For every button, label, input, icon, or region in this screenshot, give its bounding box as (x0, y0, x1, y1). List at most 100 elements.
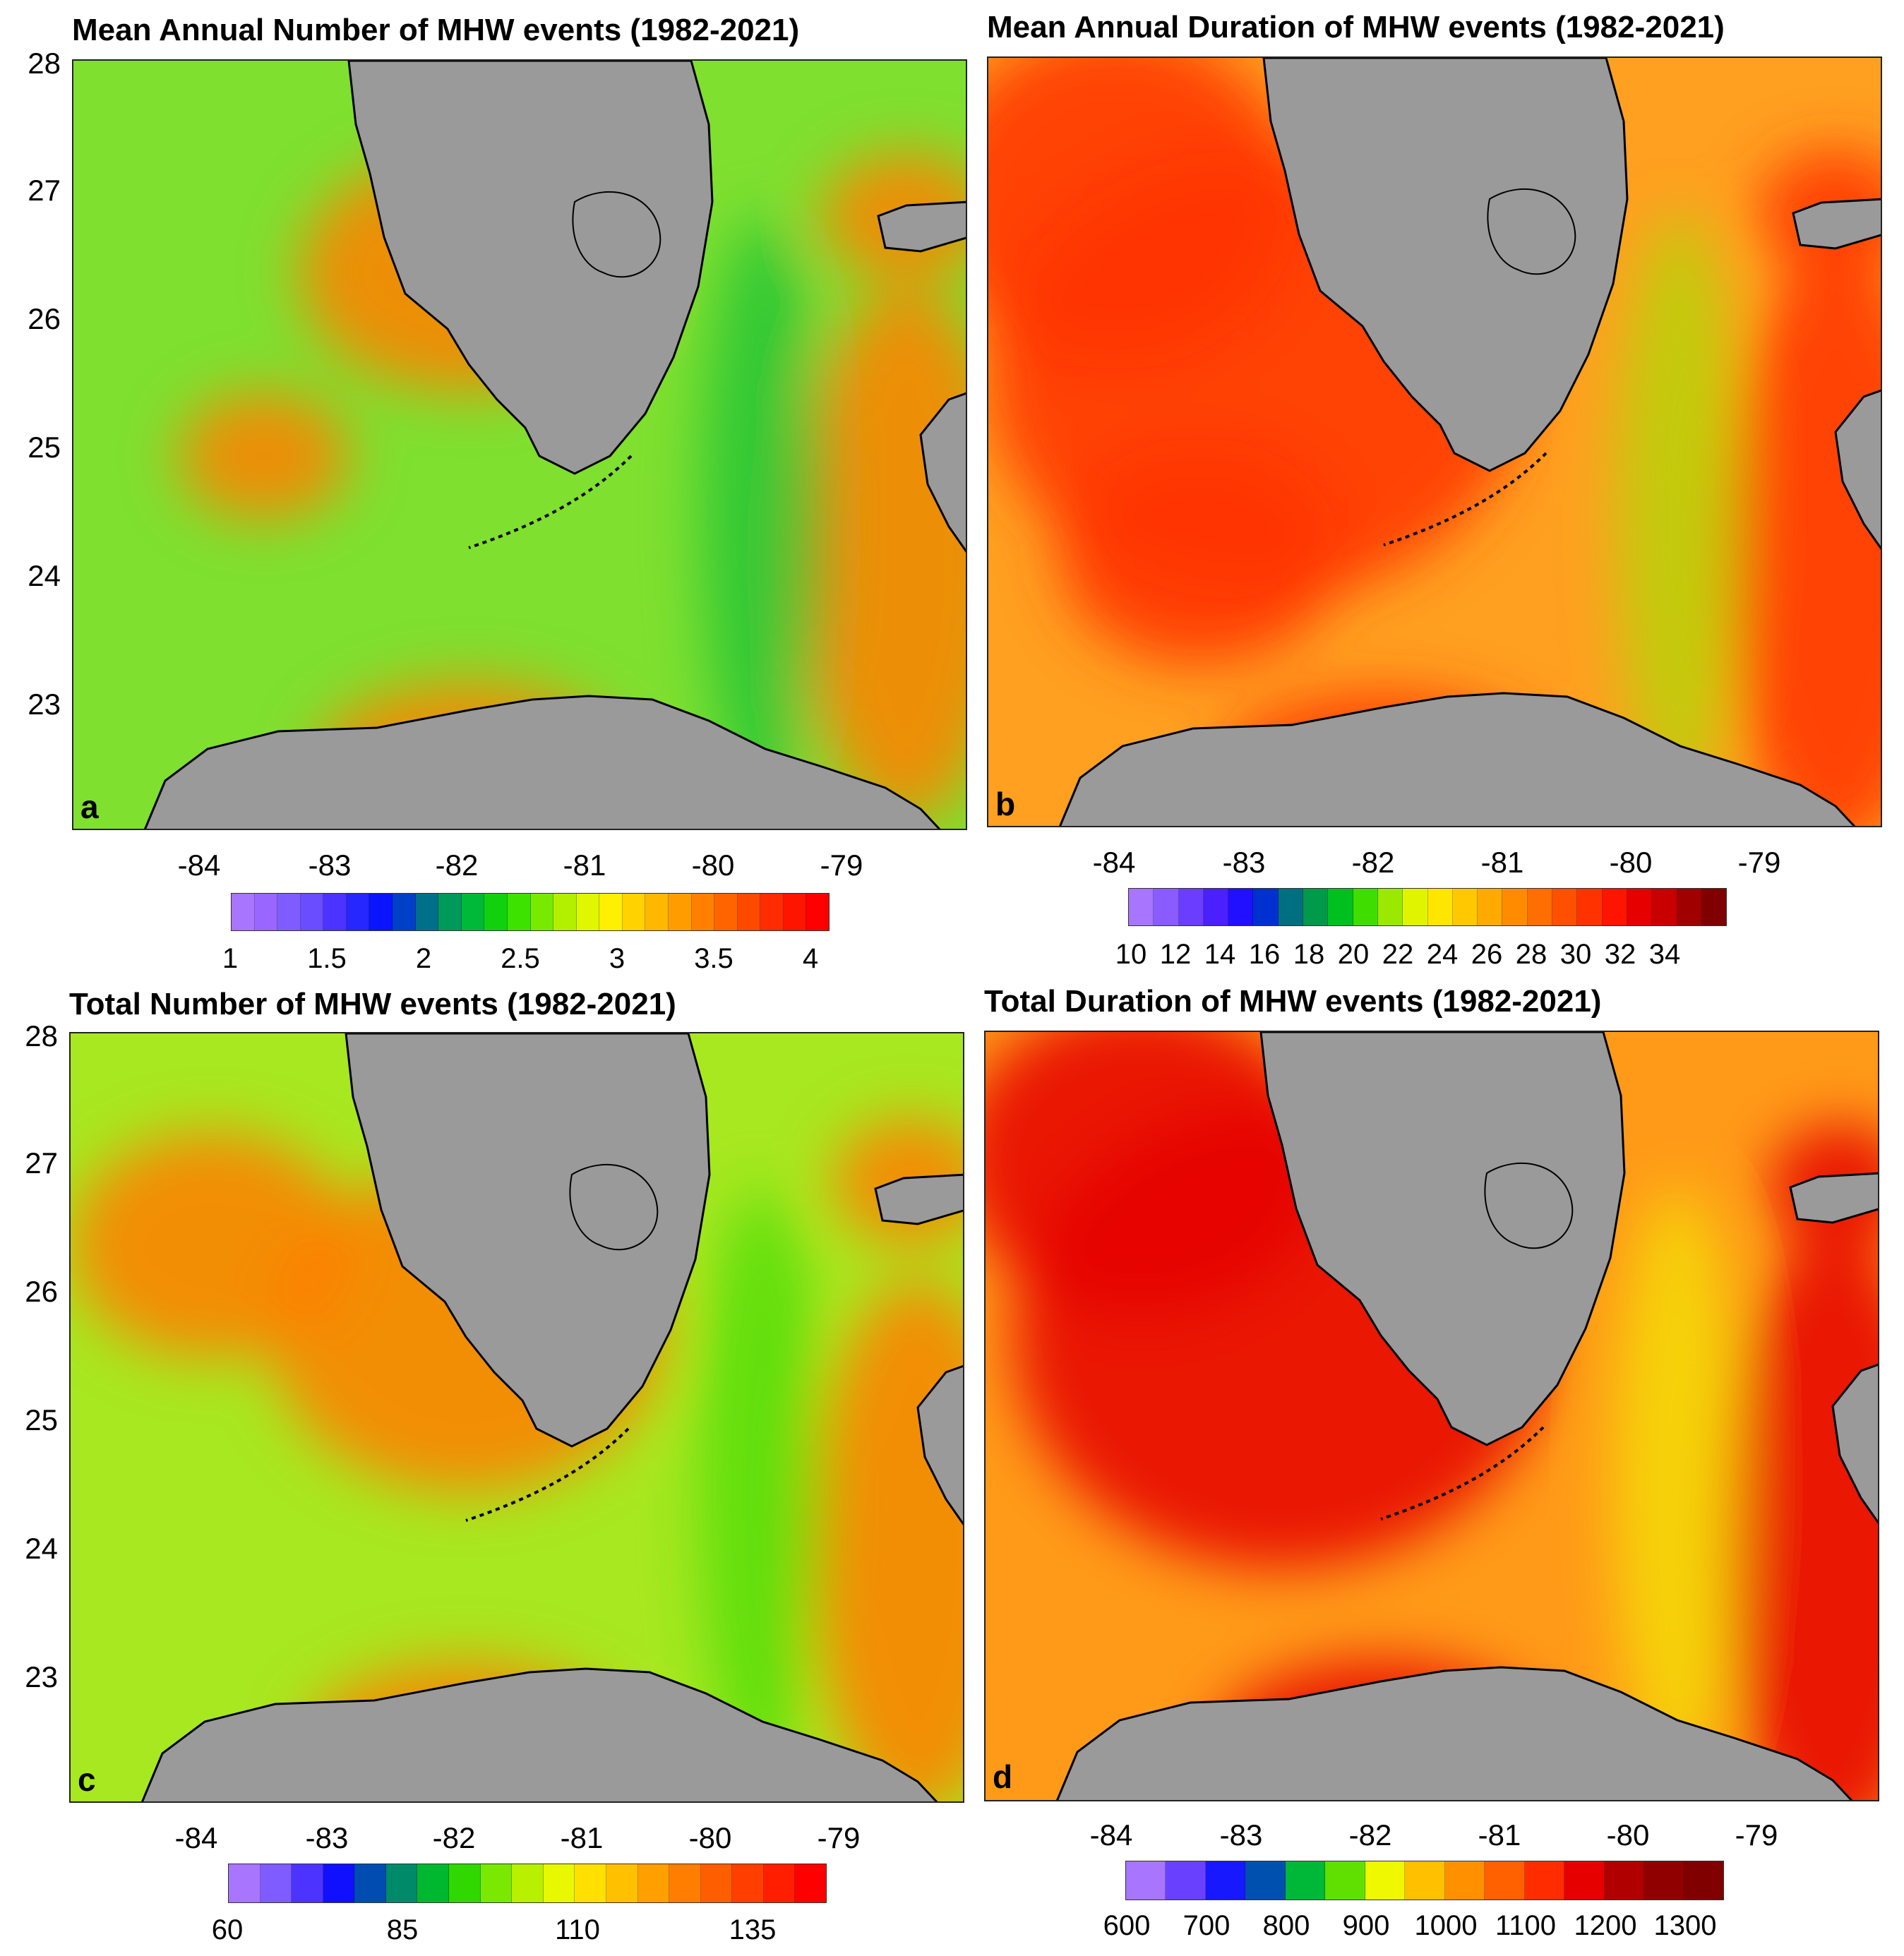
colorbar-swatch (507, 894, 531, 930)
lake-okeechobee (569, 1164, 659, 1251)
colorbar-swatch (1564, 1861, 1605, 1900)
colorbar-label: 700 (1182, 1910, 1231, 1941)
panel-letter: b (995, 786, 1016, 822)
land-florida (1259, 1032, 1626, 1446)
warm-anomaly (71, 1132, 353, 1358)
colorbar-swatch (669, 1864, 701, 1902)
lat-tick: 28 (28, 47, 61, 80)
heatwave-map (988, 58, 1881, 826)
lon-tick: -81 (1480, 846, 1524, 879)
colorbar-swatch (1353, 889, 1378, 925)
colorbar-swatch (1701, 889, 1727, 925)
colorbar-swatch (1527, 889, 1553, 925)
lat-tick: 27 (25, 1146, 58, 1180)
colorbar (231, 893, 830, 931)
warm-anomaly (1059, 439, 1341, 665)
colorbar-label: 1.5 (307, 943, 347, 974)
colorbar-swatch (385, 1864, 418, 1902)
colorbar-swatch (1684, 1861, 1724, 1900)
lat-tick: 26 (28, 302, 61, 335)
colorbar-swatch (1502, 889, 1528, 925)
lon-tick: -79 (1737, 846, 1781, 879)
colorbar-swatch (461, 894, 485, 930)
colorbar-swatch (575, 1864, 606, 1902)
land-cuba (1056, 1666, 1853, 1800)
florida-keys (1380, 1426, 1545, 1520)
panel-letter: a (80, 788, 99, 825)
colorbar-swatch (1154, 889, 1179, 925)
colorbar-label: 900 (1342, 1910, 1390, 1941)
colorbar-swatch (1166, 1861, 1206, 1900)
panel-title: Mean Annual Number of MHW events (1982-2… (72, 13, 800, 47)
colorbar-swatch (1178, 889, 1204, 925)
colorbar-swatch (323, 1864, 355, 1902)
colorbar-label: 10 (1115, 939, 1147, 970)
lon-tick: -82 (1351, 846, 1395, 879)
colorbar-label: 85 (386, 1914, 419, 1945)
colorbar-label: 110 (555, 1914, 600, 1945)
colorbar-swatch (1677, 889, 1702, 925)
land-bahamasE (919, 392, 966, 553)
map-panel-c (69, 1032, 964, 1803)
land-bahamasN (874, 1173, 963, 1225)
colorbar-swatch (599, 894, 623, 930)
colorbar-label: 600 (1103, 1910, 1151, 1941)
colorbar-swatch (292, 1864, 323, 1902)
land-cuba (141, 1667, 938, 1801)
colorbar-swatch (1602, 889, 1627, 925)
colorbar-swatch (530, 894, 554, 930)
colorbar-swatch (1552, 889, 1578, 925)
colorbar-swatch (1644, 1861, 1684, 1900)
land-florida (347, 61, 714, 475)
colorbar-swatch (512, 1864, 544, 1902)
colorbar-label: 30 (1559, 939, 1592, 970)
colorbar-swatch (229, 1864, 261, 1902)
colorbar-swatch (645, 894, 669, 930)
lon-tick: -81 (563, 848, 606, 882)
lon-tick: -83 (305, 1821, 349, 1854)
lon-tick: -79 (817, 1821, 861, 1854)
land-florida (1262, 58, 1629, 472)
colorbar-swatch (415, 894, 439, 930)
colorbar-label: 60 (211, 1914, 244, 1945)
cool-anomaly (1617, 213, 1744, 806)
colorbar (1128, 888, 1727, 926)
colorbar-swatch (393, 894, 416, 930)
colorbar-label: 3 (609, 943, 625, 974)
lon-tick: -83 (1219, 1818, 1263, 1852)
panel-title: Total Duration of MHW events (1982-2021) (984, 984, 1602, 1019)
colorbar-swatch (783, 894, 807, 930)
colorbar-swatch (1203, 889, 1229, 925)
colorbar-label: 3.5 (694, 943, 734, 974)
colorbar-swatch (1245, 1861, 1286, 1900)
lake-okeechobee (1487, 188, 1576, 275)
colorbar-swatch (668, 894, 692, 930)
colorbar-swatch (323, 894, 347, 930)
florida-keys (468, 455, 633, 549)
colorbar-swatch (795, 1864, 826, 1902)
lake-okeechobee (572, 191, 661, 278)
colorbar-swatch (1627, 889, 1653, 925)
land-florida (345, 1033, 711, 1448)
colorbar-swatch (763, 1864, 796, 1902)
colorbar-swatch (1365, 1861, 1406, 1900)
colorbar-swatch (1377, 889, 1403, 925)
colorbar-swatch (637, 1864, 670, 1902)
florida-keys (1383, 452, 1547, 546)
colorbar-swatch (1604, 1861, 1645, 1900)
colorbar-swatch (1253, 889, 1279, 925)
lon-tick: -84 (1089, 1818, 1133, 1852)
lat-tick: 25 (25, 1403, 58, 1436)
colorbar-label: 12 (1159, 939, 1192, 970)
colorbar-swatch (260, 1864, 292, 1902)
lon-tick: -79 (820, 848, 863, 882)
cool-anomaly (1614, 1187, 1741, 1780)
heatwave-map (986, 1032, 1878, 1800)
colorbar-swatch (732, 1864, 764, 1902)
lon-tick: -82 (435, 848, 479, 882)
land-bahamasN (1789, 1172, 1878, 1224)
warm-anomaly (1723, 256, 1881, 826)
lon-tick: -81 (1478, 1818, 1521, 1852)
colorbar-label: 1 (222, 943, 239, 974)
colorbar-swatch (232, 894, 255, 930)
